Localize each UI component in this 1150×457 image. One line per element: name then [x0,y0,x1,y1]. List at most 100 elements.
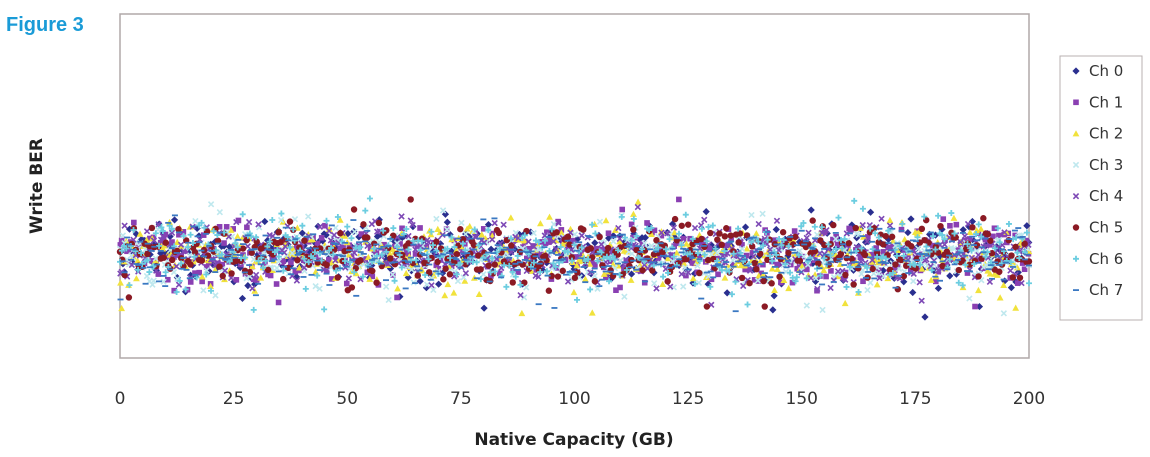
data-point [578,244,585,251]
y-axis-title: Write BER [27,138,47,234]
data-point [253,238,260,245]
data-point [394,243,401,250]
data-point [935,266,942,274]
data-point [689,235,696,242]
data-point [139,260,146,267]
data-point [907,215,915,223]
data-point [615,247,622,254]
data-point [1023,222,1031,230]
data-point [853,248,860,255]
data-point [524,255,530,262]
data-point [461,277,469,284]
data-point [605,230,612,237]
data-point [398,213,405,220]
data-point [302,285,309,292]
data-point [683,255,690,263]
data-point [845,244,851,250]
data-point [386,250,394,257]
data-point [489,255,496,262]
data-point [305,213,312,220]
data-point [685,269,692,276]
data-point [607,267,614,274]
data-point [233,218,240,226]
data-point [207,201,215,208]
data-point [959,282,966,289]
data-point [180,229,187,235]
data-point [950,245,958,252]
data-point [941,241,948,248]
data-point [543,257,550,264]
data-point [491,219,498,227]
data-point [903,262,910,269]
data-point [293,235,300,242]
data-point [210,228,217,235]
data-point [518,309,526,317]
data-point [869,256,876,264]
data-point [787,269,794,276]
data-point [386,265,395,273]
data-point [735,225,742,232]
data-point [678,270,685,278]
data-point [358,231,365,237]
data-point [328,276,335,282]
data-point [723,225,730,232]
data-point [475,290,483,298]
data-point [843,283,850,290]
data-point [955,279,962,286]
data-point [665,269,672,276]
data-point [500,221,507,228]
data-point [535,239,542,246]
data-point [594,257,601,264]
data-point [730,261,737,268]
data-point [216,224,223,230]
data-point [742,266,749,273]
data-point [633,233,640,240]
data-point [839,245,846,252]
data-point [818,224,825,231]
data-point [691,224,699,232]
data-point [569,257,576,264]
data-point [858,245,865,252]
data-point [182,248,189,254]
data-point [581,275,589,282]
data-point [323,266,331,274]
data-point [676,196,682,203]
data-point [520,294,528,301]
data-point [135,266,142,273]
data-point [753,266,760,273]
data-point [767,253,774,260]
data-point [885,227,892,234]
data-point [982,236,989,243]
data-point [641,279,648,286]
data-point [417,225,423,231]
data-point [176,277,183,284]
x-axis-title: Native Capacity (GB) [474,430,673,450]
data-point [771,286,778,294]
data-point [759,210,766,217]
data-point [550,260,557,267]
data-point [678,242,685,249]
data-point [168,229,176,236]
data-point [399,225,405,232]
data-point [755,220,762,228]
data-point [123,245,130,252]
data-point [917,261,924,268]
data-point [680,236,687,242]
data-point [755,238,762,245]
data-point [863,238,871,245]
data-point [691,260,698,267]
data-point [918,265,926,272]
data-point [689,275,697,282]
data-point [975,286,982,294]
data-point [214,237,222,244]
data-point [466,222,474,230]
data-point [804,266,810,273]
data-point [227,226,235,233]
data-point [301,237,308,244]
data-point [882,232,889,240]
data-point [1014,280,1021,286]
data-point [355,233,363,241]
data-point [723,242,730,249]
data-point [564,248,571,255]
data-point [880,241,887,248]
